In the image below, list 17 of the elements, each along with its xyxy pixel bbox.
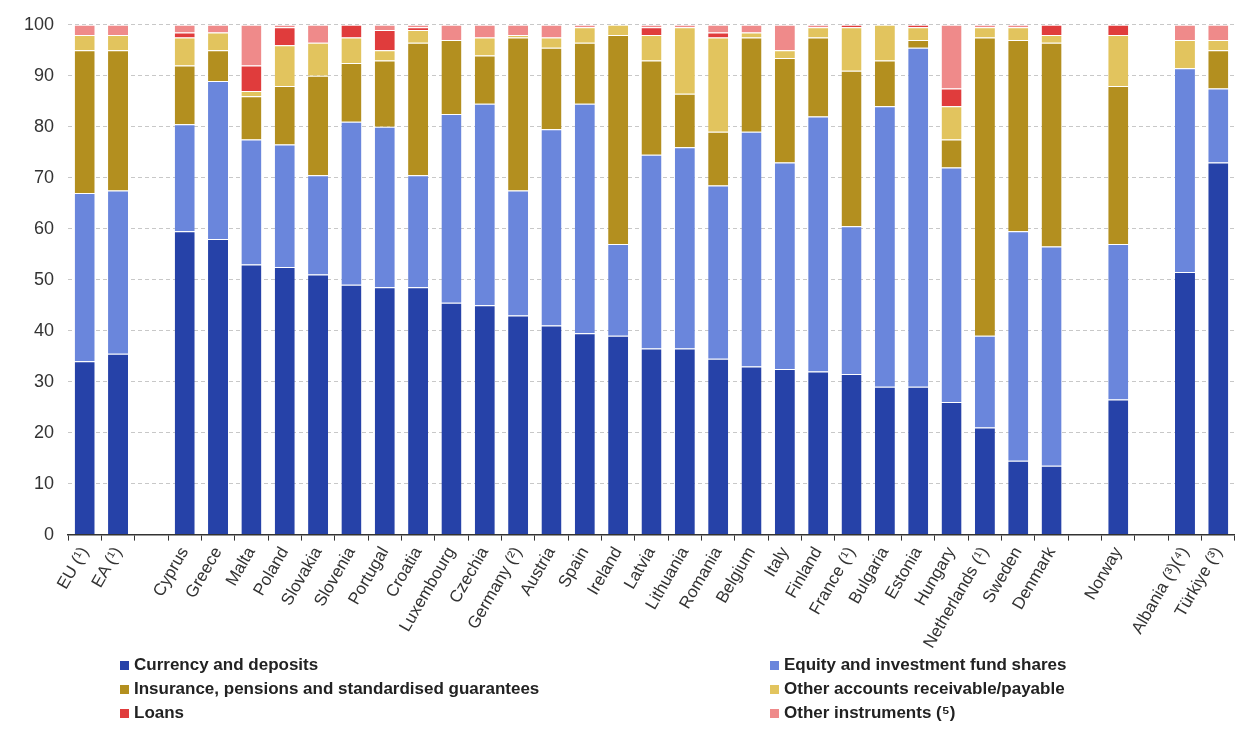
y-tick-label: 60 (34, 217, 55, 238)
y-tick-label: 70 (34, 166, 55, 187)
y-tick-label: 0 (44, 523, 55, 544)
legend-label: Insurance, pensions and standardised guarantees (134, 679, 540, 699)
y-tick-label: 20 (34, 421, 55, 442)
y-tick-label: 90 (34, 64, 55, 85)
y-tick-label: 80 (34, 115, 55, 136)
legend-label: Loans (134, 703, 185, 723)
y-tick-label: 40 (34, 319, 55, 340)
y-tick-label: 10 (34, 472, 55, 493)
legend-label: Currency and deposits (134, 655, 319, 675)
legend-label: Other accounts receivable/payable (784, 679, 1065, 699)
y-tick-label: 100 (23, 13, 55, 34)
legend-label: Equity and investment fund shares (784, 655, 1067, 675)
y-tick-label: 50 (34, 268, 55, 289)
legend-label: Other instruments (⁵) (784, 703, 956, 723)
y-tick-label: 30 (34, 370, 55, 391)
